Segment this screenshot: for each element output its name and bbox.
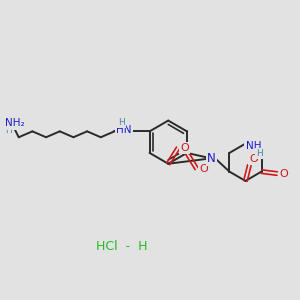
Text: NH: NH [245,141,261,151]
Text: NH₂: NH₂ [5,118,25,128]
Text: H: H [118,118,125,127]
Text: HCl  -  H: HCl - H [96,240,147,253]
Text: O: O [199,164,208,174]
Text: H: H [256,149,262,158]
Text: O: O [249,154,258,164]
Text: H: H [6,126,12,135]
Text: O: O [181,143,189,153]
Text: O: O [280,169,288,178]
Text: HN: HN [116,125,132,135]
Text: N: N [207,152,216,165]
